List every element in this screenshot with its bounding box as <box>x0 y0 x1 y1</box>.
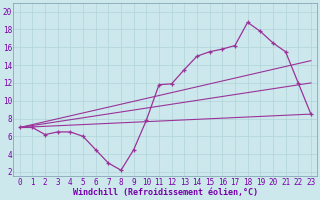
X-axis label: Windchill (Refroidissement éolien,°C): Windchill (Refroidissement éolien,°C) <box>73 188 258 197</box>
